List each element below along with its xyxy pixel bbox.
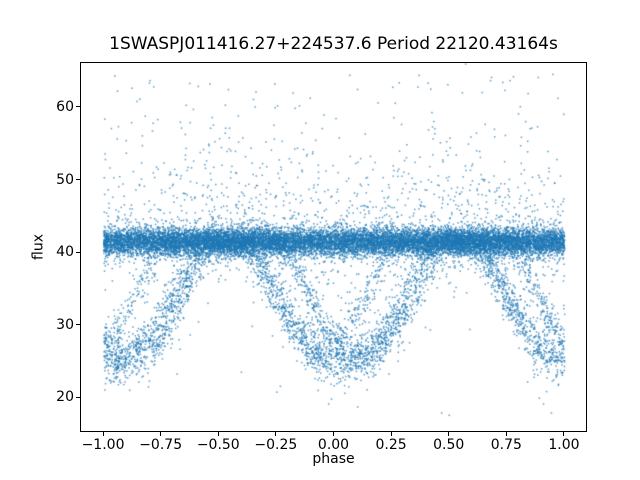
x-tick-label: 0.50 — [433, 437, 465, 453]
x-tick-mark — [505, 432, 507, 436]
x-tick-mark — [217, 432, 219, 436]
y-tick-label: 30 — [56, 316, 74, 333]
x-tick-label: −0.25 — [254, 437, 298, 453]
y-tick-mark — [76, 179, 80, 181]
y-tick-mark — [76, 396, 80, 398]
y-tick-mark — [76, 251, 80, 253]
x-tick-label: 1.00 — [548, 437, 580, 453]
x-axis-label: phase — [312, 451, 355, 467]
x-tick-label: 0.00 — [317, 437, 350, 453]
y-tick-label: 50 — [56, 171, 74, 188]
x-tick-mark — [448, 432, 450, 436]
x-tick-label: −0.50 — [196, 437, 240, 453]
x-tick-mark — [563, 432, 565, 436]
plot-frame — [80, 62, 587, 432]
x-tick-label: −1.00 — [81, 437, 125, 453]
x-tick-mark — [102, 432, 104, 436]
y-tick-label: 60 — [56, 98, 74, 115]
chart-title: 1SWASPJ011416.27+224537.6 Period 22120.4… — [109, 34, 558, 54]
y-tick-label: 20 — [56, 389, 74, 406]
x-tick-mark — [390, 432, 392, 436]
x-tick-mark — [275, 432, 277, 436]
x-tick-mark — [333, 432, 334, 436]
x-tick-label: 0.25 — [375, 437, 407, 453]
x-tick-mark — [160, 432, 162, 436]
y-tick-mark — [76, 324, 80, 326]
x-tick-label: −0.75 — [139, 437, 183, 453]
x-tick-label: 0.75 — [490, 437, 522, 453]
y-tick-mark — [76, 106, 80, 108]
y-tick-label: 40 — [56, 244, 74, 261]
